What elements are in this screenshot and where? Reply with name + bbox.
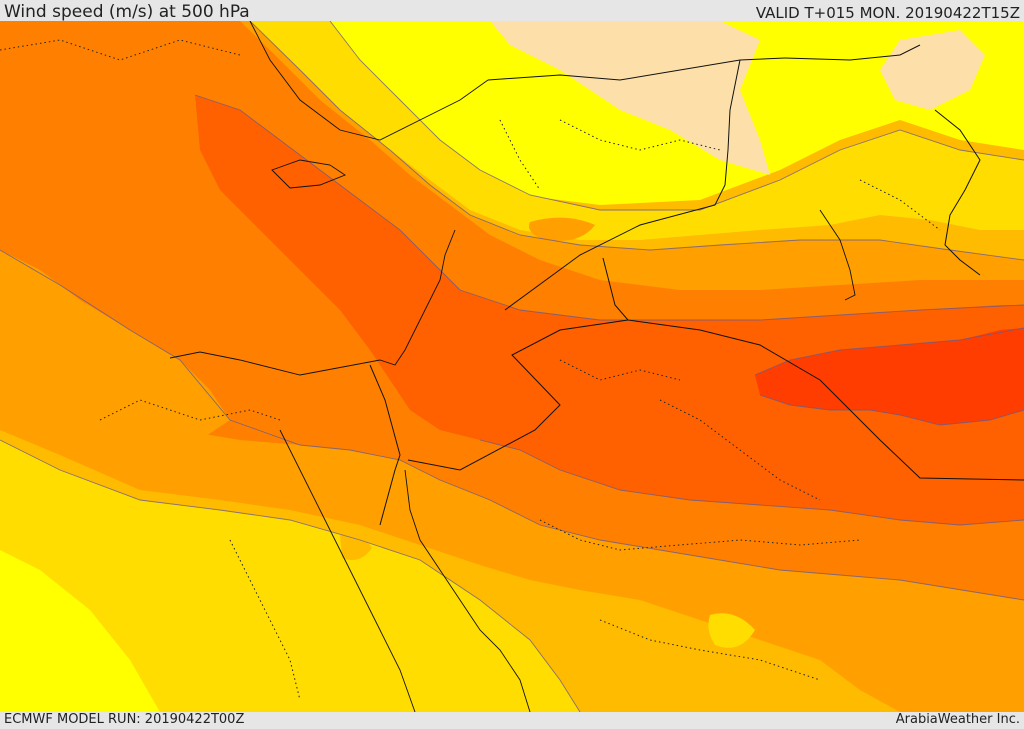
blob-3 — [340, 533, 372, 561]
border-3 — [407, 257, 629, 471]
border-6 — [784, 44, 921, 61]
contour-8 — [479, 439, 1024, 526]
border-5 — [369, 364, 401, 526]
admin-6 — [599, 619, 821, 681]
band-gold-north — [250, 21, 1024, 240]
border-2 — [504, 59, 741, 311]
valid-time: VALID T+015 MON. 20190422T15Z — [755, 4, 1020, 22]
map-canvas[interactable] — [0, 21, 1024, 712]
band-yellow-southwest — [0, 540, 170, 712]
admin-5 — [539, 519, 861, 551]
band-gold-south — [0, 440, 580, 712]
model-run: ECMWF MODEL RUN: 20190422T00Z — [4, 712, 245, 727]
band-red-core — [755, 328, 1024, 425]
coast-cyprus — [271, 159, 346, 189]
admin-4 — [859, 179, 941, 231]
contour-1 — [194, 94, 1024, 321]
admin-2 — [559, 119, 721, 151]
band-amber-west — [0, 250, 230, 440]
blob-1 — [529, 217, 595, 241]
blob-2 — [708, 613, 755, 648]
band-deep-orange — [195, 95, 1024, 525]
admin-1 — [0, 39, 241, 61]
border-1 — [487, 57, 786, 81]
coast-levant — [169, 229, 456, 376]
coast-red-sea-west — [279, 429, 416, 712]
admin-3 — [499, 119, 541, 191]
map-header: Wind speed (m/s) at 500 hPa VALID T+015 … — [0, 0, 1024, 22]
contour-5 — [0, 439, 581, 712]
admin-9 — [659, 399, 821, 501]
contour-3 — [249, 21, 1024, 261]
wind-speed-map — [0, 21, 1024, 712]
contour-7 — [759, 394, 1024, 426]
credit-label: ArabiaWeather Inc. — [895, 712, 1020, 727]
map-title: Wind speed (m/s) at 500 hPa — [4, 2, 250, 22]
contour-4 — [329, 21, 1024, 211]
band-calm-northeast — [880, 30, 985, 110]
coast-gulf — [819, 209, 856, 301]
border-4 — [627, 319, 1024, 481]
coast-red-sea-east — [404, 469, 531, 712]
border-7 — [934, 109, 981, 276]
coast-turkey — [249, 21, 489, 141]
contour-2 — [0, 249, 1024, 601]
contour-6 — [754, 327, 1024, 376]
map-footer: ECMWF MODEL RUN: 20190422T00Z ArabiaWeat… — [0, 712, 1024, 729]
band-calm-north — [490, 21, 770, 175]
